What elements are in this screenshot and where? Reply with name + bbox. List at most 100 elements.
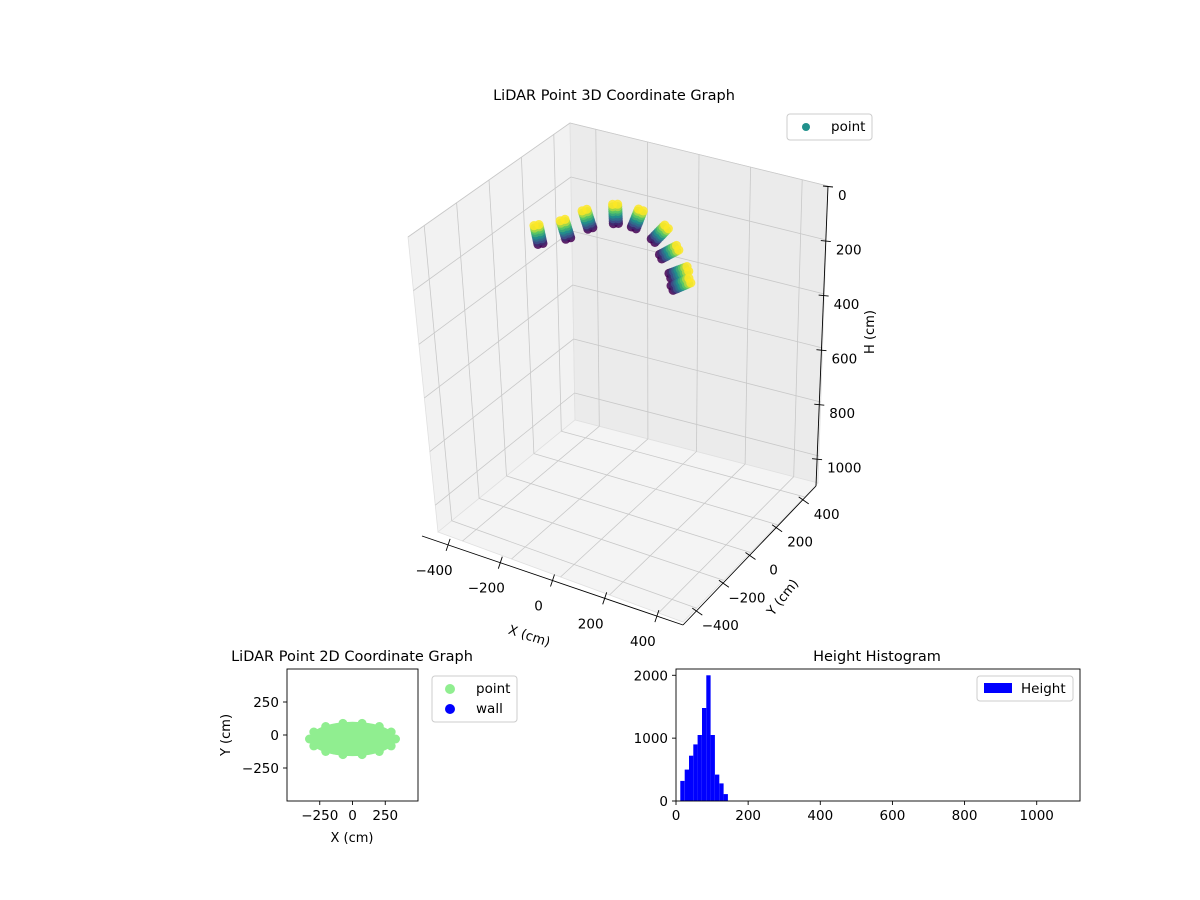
grid-line-z-left [424,284,573,399]
x-tick-label-histogram: 0 [672,808,681,824]
x-tick-label-2d: 250 [372,808,398,824]
legend-histogram-box [976,675,1074,702]
y-tick-label-2d: 0 [270,728,279,744]
y-tick [745,552,756,560]
legend-3d-box [786,113,873,141]
z-tick [818,294,829,297]
grid-line-z-back [571,230,825,295]
z-tick-label: 400 [834,297,860,313]
legend-3d: point [786,113,873,141]
point-marker-2d [309,727,319,737]
chart-histogram: Height Histogram 0 200 400 600 800 1000 0 1000 2… [634,649,1081,824]
ticks-3d: −400−2000200400−400−20002004000200400600… [416,185,862,650]
chart-2d-title: LiDAR Point 2D Coordinate Graph [231,649,473,665]
x-tick-label-histogram: 800 [952,808,978,824]
z-tick-label: 0 [838,188,847,204]
point-cloud-2d [305,718,400,760]
x-tick-label-histogram: 1000 [1020,808,1054,824]
grid-line-y-left [423,225,453,521]
histogram-bar [680,780,685,801]
y-axis-label: Y (cm) [764,577,802,620]
ticks-histogram: 0 200 400 600 800 1000 0 1000 2000 [634,668,1054,824]
chart-3d: LiDAR Point 3D Coordinate Graph −400 −200… [407,88,878,650]
y-tick-label-2d: 250 [253,695,279,711]
z-axis-label: H (cm) [863,310,878,354]
x-tick-label-histogram: 200 [735,808,761,824]
y-tick-label-histogram: 0 [659,794,668,810]
legend-2d: point wall [431,675,518,723]
z-tick [816,349,827,352]
grid-line-z-back [569,122,829,187]
legend-2d-label-wall: wall [476,701,503,717]
point-marker-2d [357,718,367,728]
grid-line-x-back [595,129,600,427]
histogram-bar [719,783,724,801]
x-tick [445,538,451,552]
point-marker-2d [338,718,348,728]
z-tick-label: 600 [831,352,857,368]
grid-line-y-left [488,179,507,477]
z-tick [822,185,834,188]
grid-line-z-left [407,122,571,238]
y-tick-label: −400 [702,618,739,634]
legend-2d-label-point: point [476,681,510,697]
ticks-2d: −250 0 250 250 0 −250 [242,695,398,824]
legend-2d-marker-wall [445,704,455,714]
point-cloud-2d-fill [309,721,396,757]
grid-line-x-back [647,141,649,439]
grid-line-z-back [572,284,823,349]
point-marker-2d [386,741,396,751]
x-tick-label-2d: −250 [301,808,338,824]
legend-2d-marker-point [445,684,455,694]
grid-line-y-floor [533,453,778,526]
histogram-bars [680,675,728,801]
grid-line-y-floor [506,475,751,553]
grid-line-z-back [574,392,820,457]
point-marker-3d [560,214,570,224]
point-marker-2d [338,750,348,760]
point-marker-3d [674,245,684,255]
grid-line-y-floor [478,498,724,581]
x-tick-label: 400 [630,634,656,650]
y-tick-label: −200 [728,590,765,606]
z-tick-label: 800 [829,406,855,422]
histogram-title: Height Histogram [813,649,941,665]
x-tick-label: 0 [534,599,543,615]
y-tick [692,607,703,616]
chart-2d: LiDAR Point 2D Coordinate Graph −250 0 250… [219,649,518,846]
z-axis-line [815,185,829,487]
point-marker-3d [684,266,694,276]
grid-line-x-back [696,154,700,452]
point-marker-2d [305,734,314,744]
histogram-bar [697,735,702,801]
point-cloud-3d [529,199,696,295]
y-tick [771,524,783,533]
histogram-bar [684,769,689,801]
x-tick-label-2d: 0 [348,808,357,824]
y-tick [718,579,730,588]
point-marker-3d [663,224,673,234]
chart-3d-title: LiDAR Point 3D Coordinate Graph [493,88,735,104]
grid-line-y-floor [561,430,805,498]
histogram-bar [710,735,715,801]
y-tick-label: 400 [814,507,840,523]
y-tick [798,496,809,505]
histogram-bar [702,708,707,801]
grid-line-z-back [570,176,827,241]
z-tick-label: 1000 [827,461,861,477]
x-tick [497,556,503,569]
grid-line-z-left [429,338,574,452]
z-tick [820,240,831,242]
histogram-bar [689,755,694,801]
y-tick-label: 200 [787,535,813,551]
grid-line-y-left [521,157,535,454]
point-marker-3d [638,206,648,216]
y-tick-label-histogram: 1000 [634,731,668,747]
grid-line-x-back [793,179,803,477]
grid-line-y-left [456,202,480,499]
point-marker-2d [391,734,400,744]
point-marker-3d [613,199,623,209]
histogram-bar [723,794,728,801]
y-axis-label-2d: Y (cm) [219,714,234,757]
y-tick-label-histogram: 2000 [634,668,668,684]
